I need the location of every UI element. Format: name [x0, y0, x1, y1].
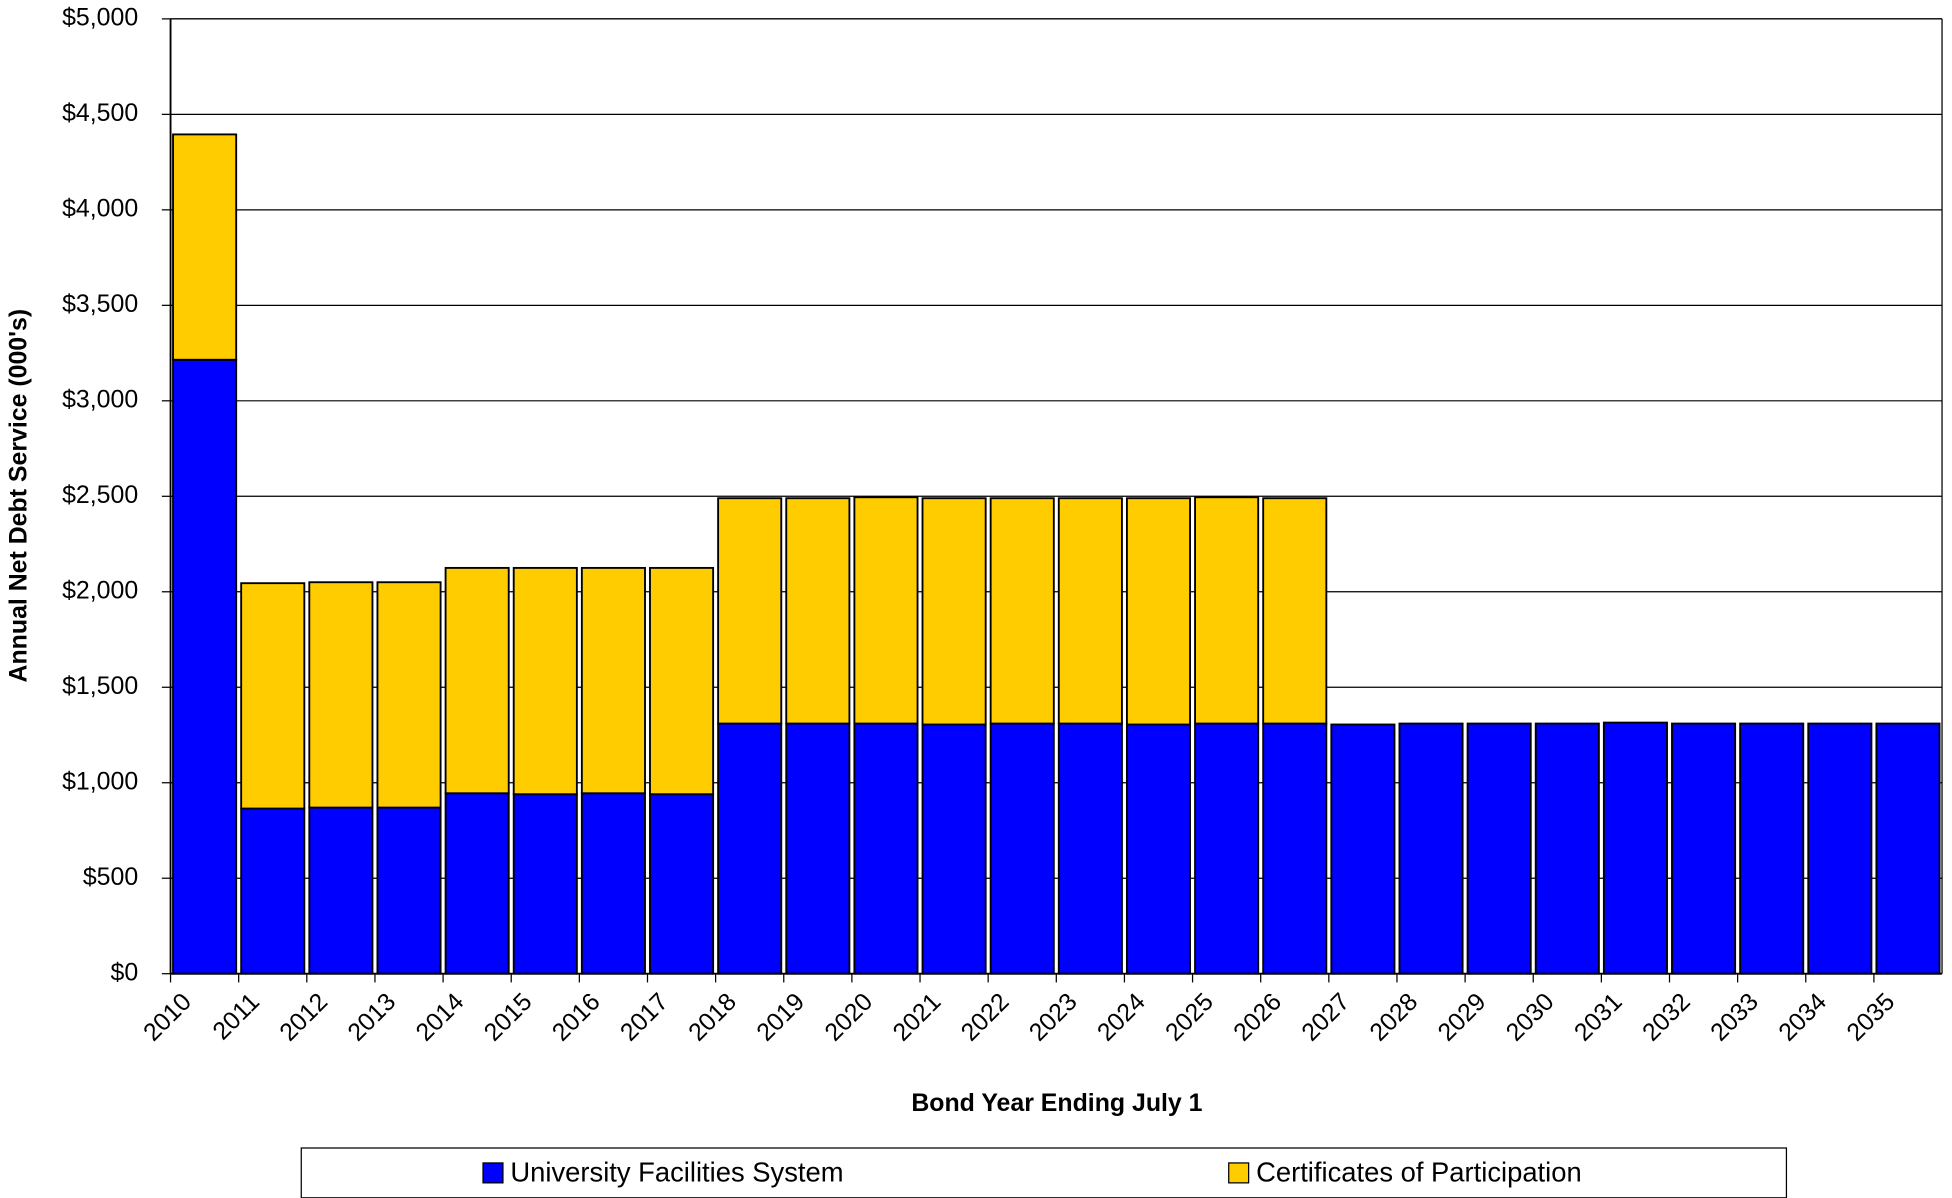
bar-segment	[1262, 722, 1328, 975]
y-tick-label: $1,500	[62, 672, 138, 700]
bar-segment	[921, 723, 987, 975]
bar-segment	[172, 358, 238, 975]
bar-segment	[1466, 722, 1532, 975]
x-axis-title: Bond Year Ending July 1	[911, 1089, 1202, 1117]
legend-box	[300, 1147, 1788, 1198]
bar-segment	[717, 497, 783, 725]
legend-label: Certificates of Participation	[1256, 1156, 1582, 1187]
bar-segment	[512, 566, 578, 796]
y-tick-label: $500	[83, 863, 138, 891]
bar-segment	[308, 581, 374, 809]
bar-segment	[580, 566, 646, 795]
bar-segment	[853, 496, 919, 725]
y-tick-label: $3,500	[62, 290, 138, 318]
bar-segment	[172, 133, 238, 361]
y-tick-label: $2,000	[62, 576, 138, 604]
bar-segment	[444, 792, 510, 975]
bar-segment	[444, 566, 510, 795]
bar-segment	[785, 722, 851, 975]
bar-segment	[376, 581, 442, 809]
bar-segment	[1807, 722, 1873, 975]
y-tick-label: $3,000	[62, 385, 138, 413]
y-tick-label: $1,000	[62, 767, 138, 795]
legend-swatch	[482, 1162, 504, 1184]
bar-segment	[240, 582, 306, 810]
bar-segment	[989, 722, 1055, 975]
bar-segment	[580, 792, 646, 975]
bar-segment	[785, 497, 851, 725]
legend-label: University Facilities System	[510, 1156, 843, 1187]
y-tick-label: $2,500	[62, 481, 138, 509]
bar-segment	[1330, 723, 1396, 975]
y-axis-title: Annual Net Debt Service (000's)	[4, 309, 32, 683]
y-tick-label: $4,000	[62, 194, 138, 222]
bar-segment	[1057, 497, 1123, 725]
bar-segment	[1671, 722, 1737, 975]
bar-segment	[1125, 723, 1192, 975]
bar-segment	[1194, 496, 1260, 725]
bar-segment	[512, 793, 578, 975]
bar-segment	[1398, 722, 1464, 975]
bar-segment	[1875, 722, 1941, 975]
legend-swatch	[1228, 1162, 1250, 1184]
bar-segment	[1262, 497, 1328, 725]
bar-segment	[1739, 722, 1805, 975]
bar-segment	[921, 497, 987, 726]
bar-segment	[308, 806, 374, 975]
bar-segment	[1534, 722, 1600, 975]
bar-segment	[649, 793, 715, 975]
bar-segment	[376, 806, 442, 975]
bar-segment	[1057, 722, 1123, 975]
bar-segment	[1194, 722, 1260, 975]
bar-segment	[240, 807, 306, 975]
bar-segment	[853, 722, 919, 975]
y-tick-label: $0	[111, 958, 139, 986]
bar-segment	[649, 566, 715, 796]
bar-segment	[989, 497, 1055, 725]
bar-segment	[1602, 721, 1668, 975]
bar-segment	[717, 722, 783, 975]
bar-segment	[1125, 497, 1192, 726]
y-tick-label: $4,500	[62, 99, 138, 127]
y-tick-label: $5,000	[62, 3, 138, 31]
